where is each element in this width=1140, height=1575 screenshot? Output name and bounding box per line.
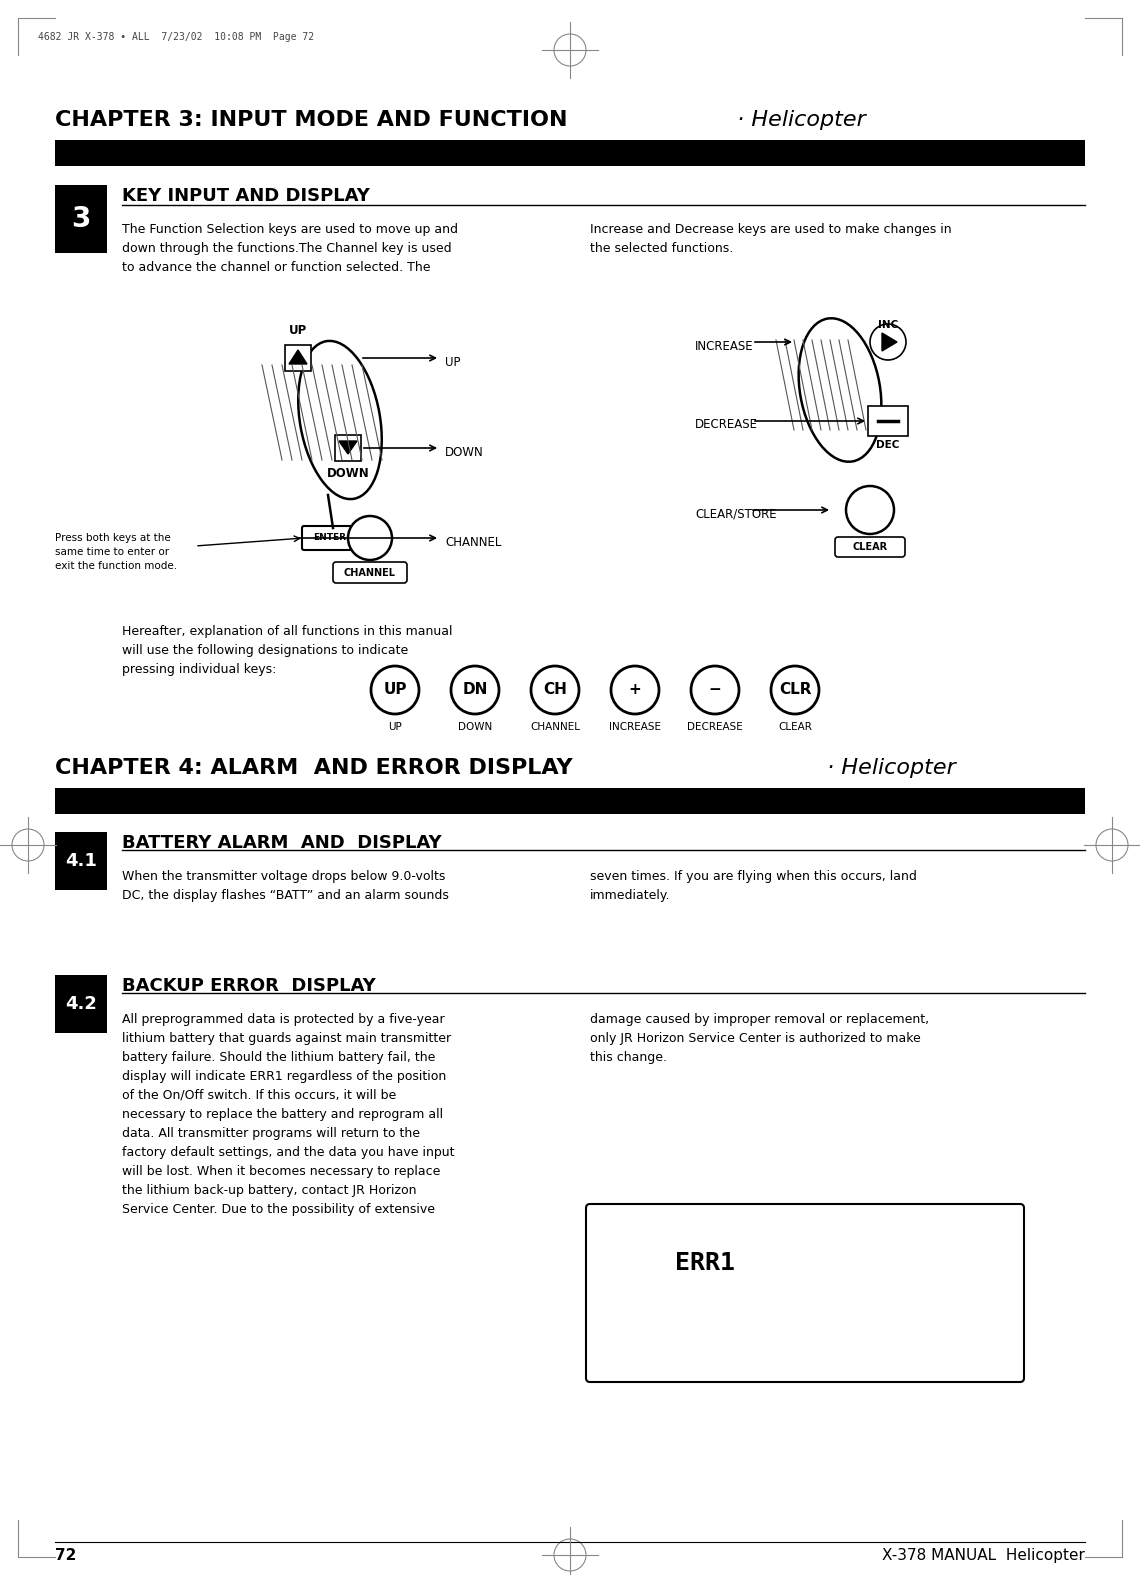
Circle shape	[611, 666, 659, 713]
Bar	[55, 140, 1085, 165]
Text: UP: UP	[288, 324, 307, 337]
Text: INCREASE: INCREASE	[695, 340, 754, 353]
Polygon shape	[339, 441, 357, 454]
Text: INCREASE: INCREASE	[609, 721, 661, 732]
Text: 4682 JR X-378 • ALL  7/23/02  10:08 PM  Page 72: 4682 JR X-378 • ALL 7/23/02 10:08 PM Pag…	[38, 32, 315, 43]
Text: CHANNEL: CHANNEL	[530, 721, 580, 732]
Text: 3: 3	[72, 205, 91, 233]
Text: +: +	[628, 682, 642, 698]
Text: CLEAR/STORE: CLEAR/STORE	[695, 507, 776, 520]
Text: DECREASE: DECREASE	[687, 721, 743, 732]
Bar	[55, 975, 107, 1033]
Bar	[335, 435, 361, 461]
Bar	[285, 345, 311, 372]
Circle shape	[451, 666, 499, 713]
Text: UP: UP	[445, 356, 461, 369]
Text: Increase and Decrease keys are used to make changes in
the selected functions.: Increase and Decrease keys are used to m…	[591, 224, 952, 255]
Polygon shape	[290, 350, 307, 364]
Text: X-378 MANUAL  Helicopter: X-378 MANUAL Helicopter	[882, 1548, 1085, 1562]
Text: KEY INPUT AND DISPLAY: KEY INPUT AND DISPLAY	[122, 187, 369, 205]
Text: DOWN: DOWN	[445, 446, 483, 458]
Text: CHAPTER 4: ALARM  AND ERROR DISPLAY: CHAPTER 4: ALARM AND ERROR DISPLAY	[55, 758, 572, 778]
Text: CH: CH	[543, 682, 567, 698]
Text: DOWN: DOWN	[327, 468, 369, 480]
FancyBboxPatch shape	[868, 406, 907, 436]
Text: Hereafter, explanation of all functions in this manual
will use the following de: Hereafter, explanation of all functions …	[122, 625, 453, 676]
FancyBboxPatch shape	[302, 526, 358, 550]
Text: CHAPTER 3: INPUT MODE AND FUNCTION: CHAPTER 3: INPUT MODE AND FUNCTION	[55, 110, 568, 131]
Text: −: −	[709, 682, 722, 698]
Circle shape	[370, 666, 420, 713]
Text: ENTER: ENTER	[314, 534, 347, 542]
Text: CHANNEL: CHANNEL	[445, 536, 502, 548]
Text: CLR: CLR	[779, 682, 812, 698]
Text: seven times. If you are flying when this occurs, land
immediately.: seven times. If you are flying when this…	[591, 869, 917, 902]
FancyBboxPatch shape	[333, 562, 407, 583]
Text: UP: UP	[383, 682, 407, 698]
FancyBboxPatch shape	[586, 1203, 1024, 1381]
Text: 4.2: 4.2	[65, 995, 97, 1013]
Text: BATTERY ALARM  AND  DISPLAY: BATTERY ALARM AND DISPLAY	[122, 835, 441, 852]
Text: DOWN: DOWN	[458, 721, 492, 732]
Text: DN: DN	[463, 682, 488, 698]
Text: UP: UP	[388, 721, 402, 732]
Bar	[55, 832, 107, 890]
Text: When the transmitter voltage drops below 9.0-volts
DC, the display flashes “BATT: When the transmitter voltage drops below…	[122, 869, 449, 902]
Circle shape	[870, 324, 906, 361]
Circle shape	[771, 666, 819, 713]
Text: 4.1: 4.1	[65, 852, 97, 869]
Bar	[55, 788, 1085, 814]
Text: 72: 72	[55, 1548, 76, 1562]
Text: CLEAR: CLEAR	[779, 721, 812, 732]
Text: DECREASE: DECREASE	[695, 417, 758, 430]
Text: INC: INC	[878, 320, 898, 331]
Text: The Function Selection keys are used to move up and
down through the functions.T: The Function Selection keys are used to …	[122, 224, 458, 274]
Circle shape	[348, 517, 392, 561]
Polygon shape	[882, 332, 897, 351]
Text: CHANNEL: CHANNEL	[344, 569, 396, 578]
Text: · Helicopter: · Helicopter	[820, 758, 955, 778]
Text: BACKUP ERROR  DISPLAY: BACKUP ERROR DISPLAY	[122, 976, 376, 995]
Text: damage caused by improper removal or replacement,
only JR Horizon Service Center: damage caused by improper removal or rep…	[591, 1013, 929, 1065]
Circle shape	[531, 666, 579, 713]
Text: · Helicopter: · Helicopter	[730, 110, 865, 131]
Bar	[55, 184, 107, 254]
Text: All preprogrammed data is protected by a five-year
lithium battery that guards a: All preprogrammed data is protected by a…	[122, 1013, 455, 1216]
FancyBboxPatch shape	[834, 537, 905, 558]
Text: Press both keys at the
same time to enter or
exit the function mode.: Press both keys at the same time to ente…	[55, 532, 177, 572]
Text: DEC: DEC	[877, 439, 899, 450]
Text: CLEAR: CLEAR	[853, 542, 888, 551]
Circle shape	[846, 487, 894, 534]
Text: ERR1: ERR1	[675, 1251, 735, 1276]
Circle shape	[691, 666, 739, 713]
